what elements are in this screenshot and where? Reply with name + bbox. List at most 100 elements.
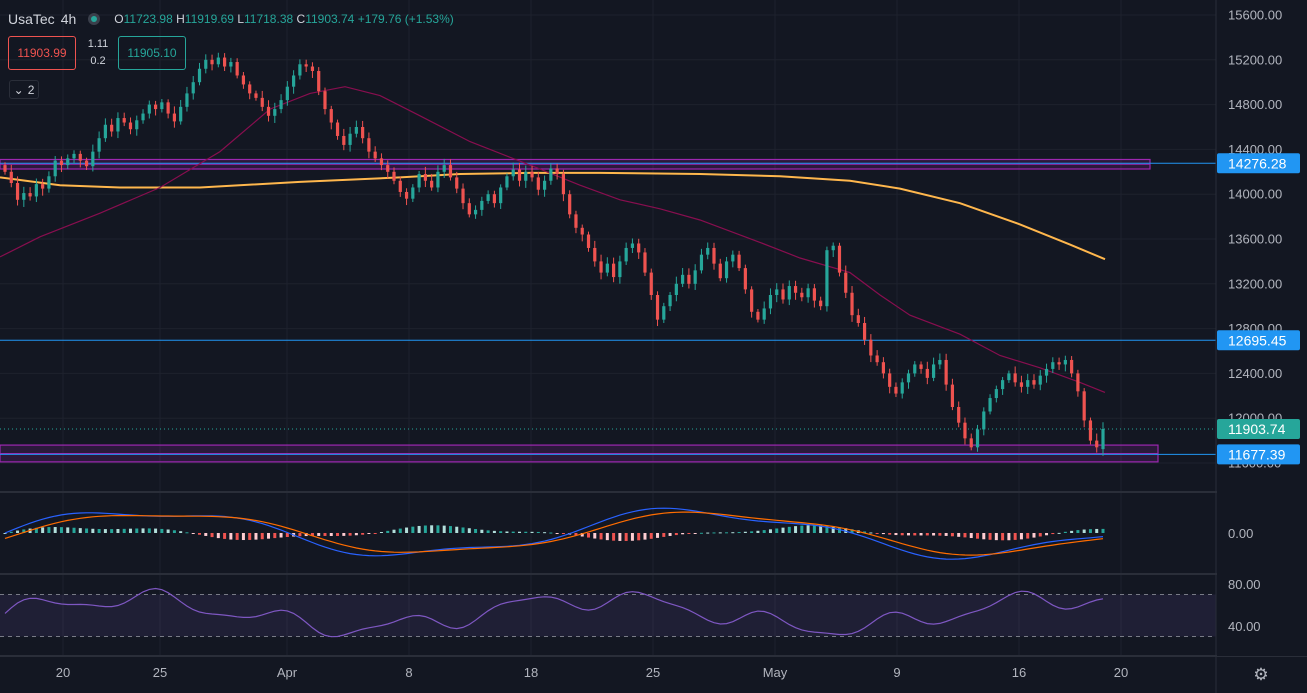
macd-histogram-bar — [511, 531, 515, 533]
macd-histogram-bar — [681, 533, 685, 535]
candle-body — [718, 263, 722, 279]
sell-button[interactable]: 11903.99 — [8, 36, 76, 70]
candle-body — [862, 323, 867, 340]
candle — [994, 385, 998, 403]
macd-histogram-bar — [913, 533, 917, 536]
candle — [15, 176, 20, 206]
price-tick-label: 12400.00 — [1228, 366, 1282, 381]
candle — [969, 433, 973, 451]
indicators-toggle[interactable]: ⌄ 2 — [9, 80, 39, 99]
candle-body — [204, 59, 208, 69]
time-axis[interactable]: 20 25 Apr 8 18 25 May 9 16 20 — [56, 665, 1128, 680]
candle-body — [28, 193, 32, 197]
candle — [147, 100, 151, 119]
candle-body — [499, 187, 503, 204]
candle — [1026, 373, 1030, 395]
candle — [97, 131, 101, 159]
candle — [361, 120, 365, 144]
candle — [900, 378, 904, 399]
candle — [197, 62, 202, 86]
macd-histogram-bar — [825, 525, 829, 533]
macd-histogram-bar — [304, 533, 308, 537]
candle-body — [925, 368, 929, 378]
candle — [442, 158, 446, 178]
macd-histogram-bar — [624, 533, 628, 541]
candle-body — [762, 308, 766, 320]
macd-histogram-bar — [1038, 533, 1042, 537]
macd-histogram-bar — [430, 525, 434, 533]
buy-button[interactable]: 11905.10 — [118, 36, 186, 70]
candle — [1095, 433, 1099, 453]
candle-body — [423, 174, 427, 181]
candle-body — [906, 373, 911, 383]
candle-body — [1026, 380, 1030, 387]
macd-histogram-bar — [718, 532, 722, 534]
candle-body — [837, 245, 842, 273]
close-value: 11903.74 — [305, 12, 355, 26]
macd-histogram-bar — [894, 533, 898, 536]
macd-histogram-bar — [957, 533, 961, 537]
macd-histogram-bar — [279, 533, 283, 538]
candle-body — [511, 169, 515, 177]
candle-body — [580, 227, 584, 235]
macd-histogram-bar — [348, 533, 352, 536]
price-label-text: 11903.74 — [1228, 421, 1286, 437]
candle-body — [649, 272, 653, 295]
candle-body — [850, 292, 854, 316]
macd-histogram-bar — [116, 529, 120, 533]
candle — [373, 146, 377, 162]
candle-body — [153, 104, 158, 110]
moving-averages — [0, 86, 1106, 393]
candle — [103, 118, 107, 142]
macd-histogram-bar — [59, 527, 63, 533]
macd-histogram-bar — [561, 533, 565, 534]
candle — [367, 132, 371, 159]
candle — [298, 59, 302, 80]
macd-histogram-bar — [530, 531, 534, 533]
rsi-band — [0, 594, 1216, 637]
candle-body — [831, 245, 835, 251]
candle-body — [800, 292, 804, 298]
macd-histogram-bar — [881, 533, 885, 535]
macd-histogram-bar — [185, 532, 189, 534]
candle — [210, 54, 214, 71]
candle-body — [273, 109, 277, 116]
macd-histogram-bar — [91, 528, 95, 533]
candle — [618, 255, 622, 284]
gear-icon[interactable]: ⚙ — [1253, 665, 1269, 684]
candle — [386, 160, 390, 179]
macd-histogram-bar — [693, 533, 697, 534]
macd-histogram-bar — [442, 525, 446, 533]
candle-body — [216, 57, 220, 65]
ohlc-values: O11723.98 H11919.69 L11718.38 C11903.74 … — [114, 12, 454, 26]
candle-body — [643, 252, 647, 273]
macd-histogram-bar — [612, 533, 616, 541]
macd-histogram-bar — [103, 529, 107, 533]
candle — [919, 361, 923, 374]
open-value: 11723.98 — [123, 12, 173, 26]
symbol-name[interactable]: UsaTec — [8, 11, 55, 27]
candle — [982, 407, 986, 436]
candle — [223, 53, 227, 71]
candle — [53, 156, 57, 182]
candle-body — [982, 411, 986, 430]
candle-body — [806, 288, 810, 298]
time-tick-label: 20 — [1114, 665, 1128, 680]
candle — [612, 257, 616, 283]
candle-body — [793, 286, 798, 293]
horizontal-price-lines — [0, 162, 1216, 455]
candle-body — [712, 247, 716, 264]
candle — [561, 169, 566, 202]
candle-body — [681, 274, 685, 284]
macd-histogram-bar — [354, 533, 358, 536]
candle — [913, 361, 917, 377]
candle-body — [586, 234, 591, 248]
symbol-interval[interactable]: 4h — [60, 11, 77, 27]
price-axis[interactable]: 15600.00 15200.00 14800.00 14400.00 14000.00… — [1217, 0, 1307, 656]
macd-histogram-bar — [1070, 530, 1074, 533]
macd-histogram-bar — [649, 533, 653, 539]
candle — [925, 361, 929, 385]
